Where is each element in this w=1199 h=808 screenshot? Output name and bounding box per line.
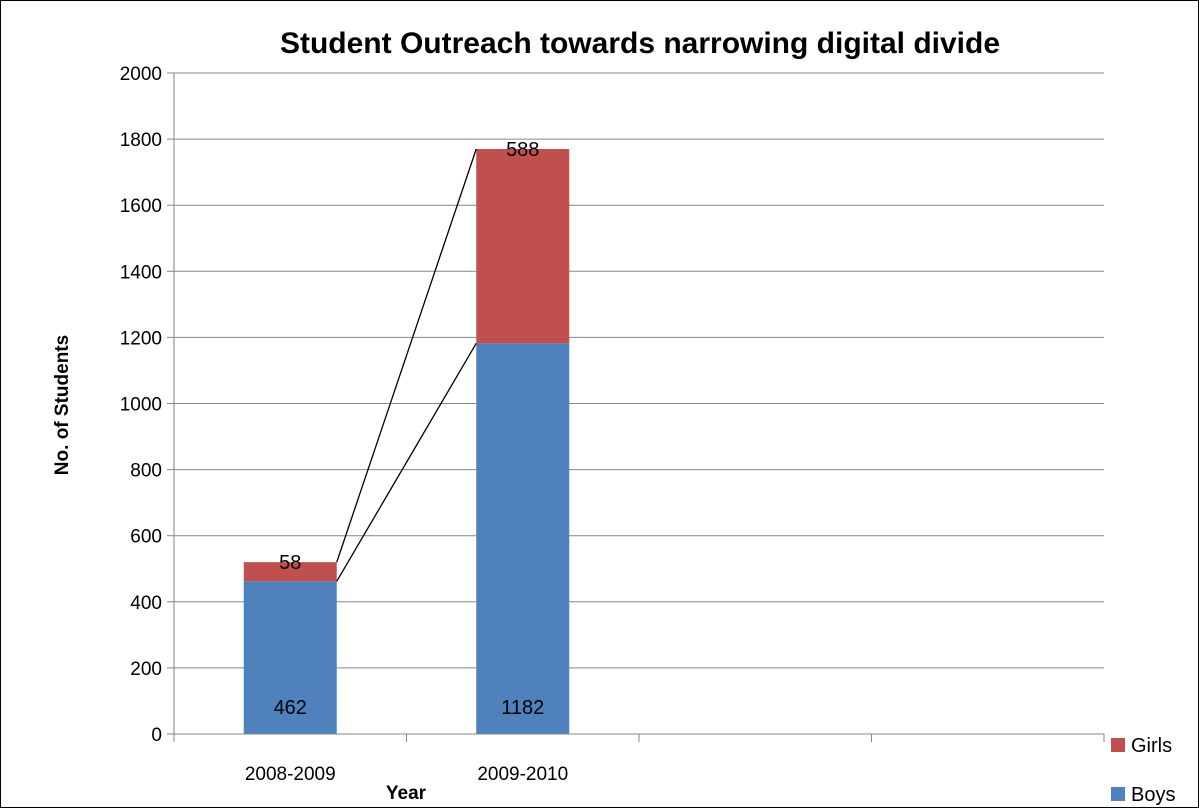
bar-girls <box>476 149 569 343</box>
y-tick-label: 200 <box>130 659 162 680</box>
y-axis-title: No. of Students <box>52 335 73 475</box>
legend-swatch-boys <box>1111 787 1125 801</box>
x-axis-tick-labels: 2008-2009 2009-2010 <box>245 764 568 785</box>
data-label: 1182 <box>501 697 544 719</box>
x-tick-label: 2009-2010 <box>477 764 568 785</box>
y-tick-label: 400 <box>130 593 162 614</box>
legend-label-boys: Boys <box>1131 784 1175 806</box>
bar-boys <box>476 343 569 734</box>
y-tick-label: 1400 <box>120 262 162 283</box>
x-axis-title: Year <box>386 783 427 804</box>
y-axis-tick-labels: 0 200 400 600 800 1000 1200 1400 1600 1800 2000 <box>120 64 162 746</box>
legend-swatch-girls <box>1111 738 1125 752</box>
y-tick-label: 1800 <box>120 130 162 151</box>
series-line <box>337 343 477 581</box>
y-tick-label: 1000 <box>120 395 162 416</box>
data-label: 58 <box>279 552 301 574</box>
chart-title: Student Outreach towards narrowing digit… <box>280 27 1000 60</box>
bars <box>244 149 570 734</box>
y-tick-label: 2000 <box>120 64 162 85</box>
data-label: 588 <box>506 139 539 161</box>
legend: Girls Boys <box>1111 735 1175 806</box>
y-tick-label: 800 <box>130 461 162 482</box>
y-tick-label: 1600 <box>120 196 162 217</box>
y-tick-label: 0 <box>151 725 162 746</box>
legend-label-girls: Girls <box>1131 735 1172 757</box>
data-label: 462 <box>274 697 307 719</box>
y-tick-label: 1200 <box>120 328 162 349</box>
y-tick-label: 600 <box>130 527 162 548</box>
x-tick-label: 2008-2009 <box>245 764 336 785</box>
series-lines <box>337 149 477 581</box>
series-line <box>337 149 477 562</box>
